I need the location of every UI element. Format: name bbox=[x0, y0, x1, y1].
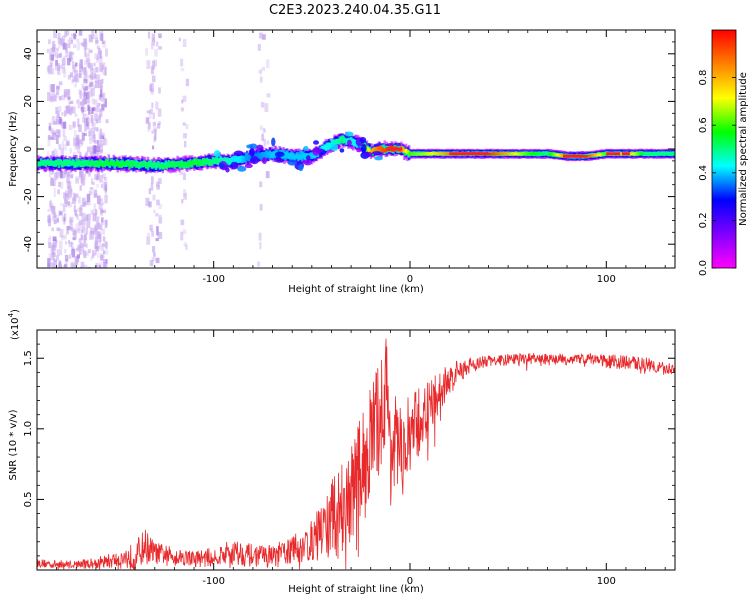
spectrogram-noise bbox=[46, 30, 271, 268]
snr-scale-prefix: (x10 bbox=[10, 317, 21, 340]
snr-scale-exp: 4 bbox=[7, 312, 15, 317]
spectrogram-ylabel: Frequency (Hz) bbox=[8, 111, 19, 187]
colorbar-ticks: 0.0 0.2 0.4 0.6 0.8 bbox=[698, 70, 736, 276]
spectrogram-marks bbox=[37, 30, 675, 268]
spectrogram-xlabel: Height of straight line (km) bbox=[288, 284, 424, 295]
snr-ticks: -100 0 100 0.5 1.0 1.5 bbox=[23, 330, 675, 587]
spectrogram-panel: -100 0 100 -40 -20 0 20 40 Height of straight l… bbox=[8, 29, 676, 295]
snr-xlabel: Height of straight line (km) bbox=[288, 584, 424, 595]
snr-xtick-label: 0 bbox=[407, 576, 413, 587]
snr-scale-wrap: (x104) bbox=[7, 309, 21, 340]
snr-ylabel: SNR (10 * v/v) bbox=[8, 409, 19, 480]
snr-panel: -100 0 100 0.5 1.0 1.5 Height of straight lin… bbox=[7, 309, 676, 595]
colorbar-label: Normalized spectral amplitude bbox=[738, 72, 749, 226]
colorbar-tick-label: 0.4 bbox=[698, 165, 709, 181]
colorbar-tick-label: 0.6 bbox=[698, 117, 709, 133]
spectrogram-ytick-label: 0 bbox=[23, 146, 34, 152]
spectrogram-ytick-label: 20 bbox=[23, 95, 34, 108]
snr-ytick-label: 0.5 bbox=[23, 491, 34, 507]
snr-ytick-label: 1.0 bbox=[23, 421, 34, 437]
snr-xtick-label: -100 bbox=[202, 576, 225, 587]
colorbar-tick-label: 0.8 bbox=[698, 70, 709, 86]
snr-marks bbox=[37, 338, 675, 570]
figure-title: C2E3.2023.240.04.35.G11 bbox=[269, 3, 441, 18]
colorbar-gradient bbox=[712, 30, 736, 268]
spectrogram-ytick-label: 40 bbox=[23, 47, 34, 60]
colorbar-tick-label: 0.2 bbox=[698, 212, 709, 228]
spectrogram-ticks: -100 0 100 -40 -20 0 20 40 bbox=[23, 29, 675, 285]
spectrogram-ytick-label: -40 bbox=[23, 236, 34, 252]
colorbar: 0.0 0.2 0.4 0.6 0.8 Normalized spectral ampl… bbox=[698, 29, 749, 276]
snr-line bbox=[37, 338, 675, 570]
spectrogram-ridge bbox=[37, 131, 675, 174]
snr-xtick-label: 100 bbox=[597, 576, 616, 587]
spectrogram-xtick-label: -100 bbox=[202, 274, 225, 285]
snr-scale-label: (x104) bbox=[7, 309, 21, 340]
colorbar-frame bbox=[711, 29, 737, 269]
snr-frame bbox=[36, 329, 676, 571]
spectrogram-ytick-label: -20 bbox=[23, 188, 34, 204]
spectrogram-xtick-label: 0 bbox=[407, 274, 413, 285]
snr-ytick-label: 1.5 bbox=[23, 350, 34, 366]
snr-scale-close: ) bbox=[10, 309, 21, 313]
colorbar-tick-label: 0.0 bbox=[698, 260, 709, 276]
spectrogram-xtick-label: 100 bbox=[597, 274, 616, 285]
